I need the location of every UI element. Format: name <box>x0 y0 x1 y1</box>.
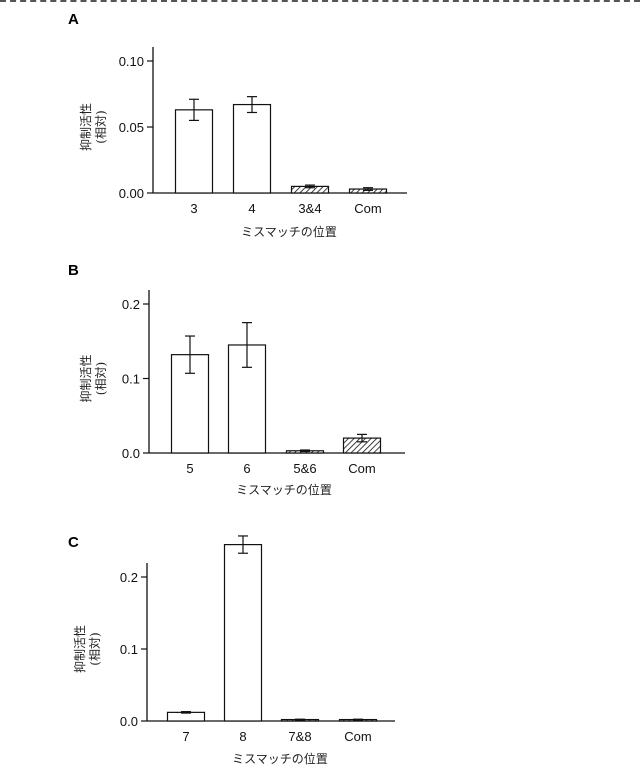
category-label: 8 <box>239 729 246 744</box>
y-tick-label: 0.0 <box>120 714 138 729</box>
category-label: 7&8 <box>288 729 311 744</box>
y-axis-title-line2: (相対) <box>94 110 108 143</box>
y-tick-label: 0.00 <box>119 186 144 201</box>
category-label: Com <box>354 201 381 216</box>
y-axis-title-line1: 抑制活性 <box>78 354 93 402</box>
y-axis-title-line2: (相対) <box>94 362 108 395</box>
y-axis-title-line2: (相対) <box>88 632 102 665</box>
category-label: 4 <box>248 201 255 216</box>
y-tick-label: 0.0 <box>122 446 140 461</box>
bar <box>225 545 262 721</box>
y-tick-label: 0.2 <box>120 570 138 585</box>
category-label: 5 <box>186 461 193 476</box>
category-label: 7 <box>182 729 189 744</box>
bar <box>234 105 271 193</box>
x-axis-title: ミスマッチの位置 <box>236 482 332 497</box>
y-axis-title-line1: 抑制活性 <box>78 103 93 151</box>
category-label: Com <box>348 461 375 476</box>
category-label: 3&4 <box>298 201 321 216</box>
panel-letter: A <box>68 11 79 28</box>
category-label: 5&6 <box>293 461 316 476</box>
y-tick-label: 0.05 <box>119 120 144 135</box>
y-tick-label: 0.10 <box>119 54 144 69</box>
y-tick-label: 0.2 <box>122 297 140 312</box>
category-label: Com <box>344 729 371 744</box>
category-label: 6 <box>243 461 250 476</box>
x-axis-title: ミスマッチの位置 <box>241 224 337 239</box>
bar <box>176 110 213 193</box>
panel-letter: B <box>68 262 79 279</box>
y-tick-label: 0.1 <box>122 372 140 387</box>
y-tick-label: 0.1 <box>120 642 138 657</box>
panel-letter: C <box>68 534 79 551</box>
y-axis-title-line1: 抑制活性 <box>72 625 87 673</box>
x-axis-title: ミスマッチの位置 <box>232 751 328 766</box>
category-label: 3 <box>190 201 197 216</box>
